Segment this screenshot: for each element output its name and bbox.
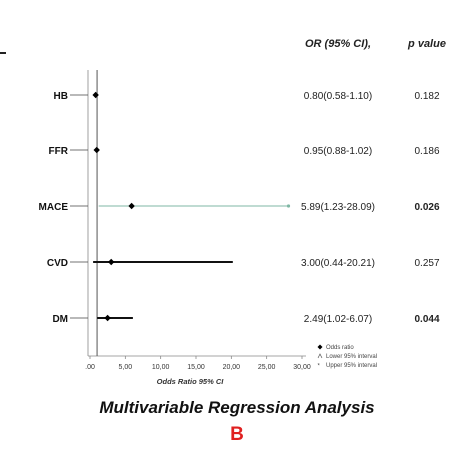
p-column-header: p value: [407, 38, 446, 50]
figure-caption: Multivariable Regression Analysis: [99, 398, 375, 417]
or-point-cvd: [108, 258, 115, 266]
panel-label: B: [230, 424, 244, 445]
row-label-ffr: FFR: [49, 146, 69, 157]
ci-upper-marker-mace: [286, 204, 291, 208]
or-point-mace: [128, 202, 135, 210]
forest-plot: OR (95% CI), p value .00 5,00 10,00 15,00 20,0…: [39, 38, 446, 386]
or-value-hb: 0.80(0.58-1.10): [304, 91, 372, 102]
x-tick-label: 20,00: [223, 364, 241, 371]
legend-marker-upper: *: [318, 364, 321, 370]
p-value-cvd: 0.257: [414, 258, 439, 269]
x-tick-label: 30,00: [293, 364, 311, 371]
x-tick-label: 5,00: [119, 364, 133, 371]
legend-label-or: Odds ratio: [326, 345, 354, 351]
or-point-dm: [104, 314, 111, 322]
corner-dash: [0, 52, 6, 54]
x-tick-label: 10,00: [152, 364, 170, 371]
p-value-ffr: 0.186: [414, 146, 439, 157]
p-value-mace: 0.026: [414, 202, 439, 213]
or-value-mace: 5.89(1.23-28.09): [301, 202, 375, 213]
row-label-mace: MACE: [39, 202, 69, 213]
legend-label-lower: Lower 95% interval: [326, 354, 377, 360]
legend-marker-or: [317, 344, 323, 350]
or-value-ffr: 0.95(0.88-1.02): [304, 146, 372, 157]
x-tick-label: 25,00: [258, 364, 276, 371]
or-point-hb: [92, 91, 99, 99]
row-label-cvd: CVD: [47, 258, 68, 269]
x-axis-label: Odds Ratio 95% CI: [157, 377, 225, 386]
x-tick-label: .00: [85, 364, 95, 371]
row-label-hb: HB: [54, 91, 68, 102]
or-value-cvd: 3.00(0.44-20.21): [301, 258, 375, 269]
legend-marker-lower: [317, 353, 323, 359]
x-tick-label: 15,00: [187, 364, 205, 371]
or-value-dm: 2.49(1.02-6.07): [304, 314, 372, 325]
p-value-hb: 0.182: [414, 91, 439, 102]
row-label-dm: DM: [52, 314, 68, 325]
or-point-ffr: [93, 146, 100, 154]
p-value-dm: 0.044: [414, 314, 439, 325]
or-column-header: OR (95% CI),: [305, 38, 371, 50]
legend-label-upper: Upper 95% interval: [326, 363, 377, 369]
